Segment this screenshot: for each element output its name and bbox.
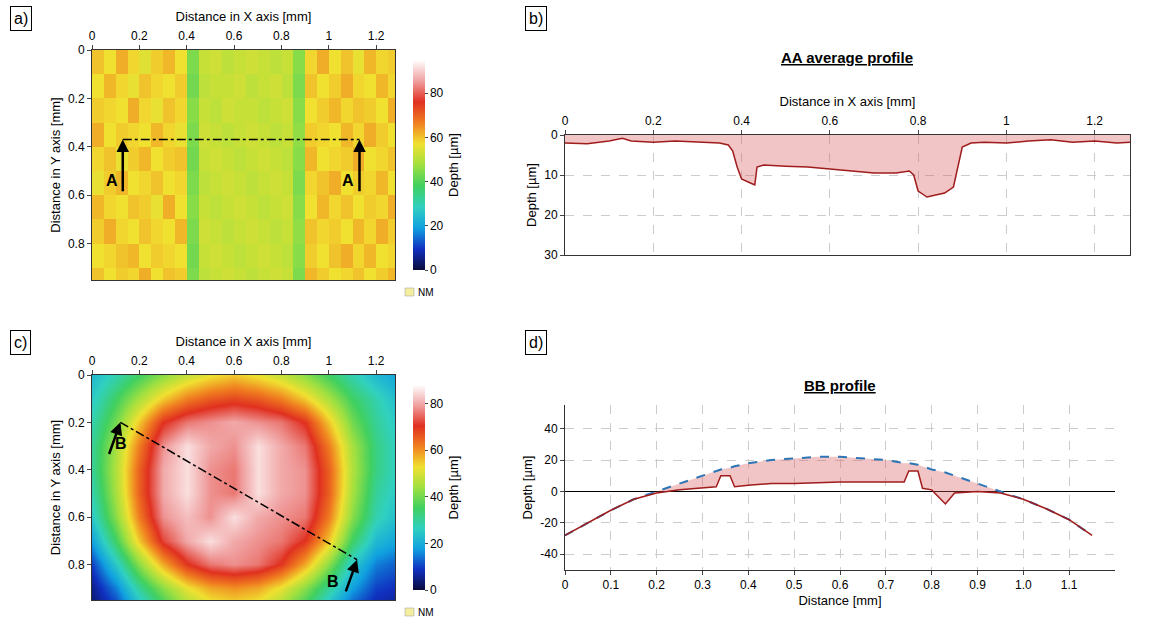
svg-text:0.8: 0.8 — [273, 29, 290, 43]
svg-text:0.6: 0.6 — [68, 510, 85, 524]
svg-text:0.2: 0.2 — [648, 578, 665, 592]
svg-text:40: 40 — [430, 175, 444, 189]
svg-text:0.8: 0.8 — [923, 578, 940, 592]
svg-text:1.0: 1.0 — [1015, 578, 1032, 592]
svg-text:c): c) — [14, 334, 27, 351]
svg-text:0.6: 0.6 — [832, 578, 849, 592]
svg-text:0.1: 0.1 — [602, 578, 619, 592]
svg-text:0: 0 — [430, 583, 437, 597]
svg-text:40: 40 — [544, 422, 558, 436]
svg-text:0.6: 0.6 — [226, 29, 243, 43]
svg-text:0: 0 — [430, 263, 437, 277]
svg-text:1.2: 1.2 — [368, 354, 385, 368]
svg-text:60: 60 — [430, 131, 444, 145]
svg-text:1: 1 — [1003, 114, 1010, 128]
svg-text:0.8: 0.8 — [273, 354, 290, 368]
svg-text:0: 0 — [562, 578, 569, 592]
svg-text:40: 40 — [430, 490, 444, 504]
svg-text:d): d) — [529, 334, 543, 351]
svg-text:-20: -20 — [540, 516, 558, 530]
svg-text:0.4: 0.4 — [178, 354, 195, 368]
svg-text:0.2: 0.2 — [68, 92, 85, 106]
svg-text:0.6: 0.6 — [821, 114, 838, 128]
svg-text:Depth [µm]: Depth [µm] — [520, 456, 535, 520]
svg-text:BB profile: BB profile — [804, 377, 876, 394]
svg-text:80: 80 — [430, 86, 444, 100]
svg-text:0.8: 0.8 — [68, 237, 85, 251]
svg-text:0.2: 0.2 — [645, 114, 662, 128]
svg-text:B: B — [115, 435, 127, 452]
svg-text:A: A — [106, 172, 118, 189]
svg-text:0.2: 0.2 — [68, 416, 85, 430]
svg-text:80: 80 — [430, 397, 444, 411]
svg-text:0.8: 0.8 — [68, 558, 85, 572]
svg-text:Distance [mm]: Distance [mm] — [798, 593, 881, 608]
svg-text:a): a) — [14, 10, 28, 27]
svg-text:30: 30 — [544, 248, 558, 262]
svg-text:0.8: 0.8 — [910, 114, 927, 128]
svg-text:0.4: 0.4 — [740, 578, 757, 592]
svg-text:NM: NM — [418, 287, 434, 298]
svg-text:Distance in Y axis [mm]: Distance in Y axis [mm] — [48, 420, 63, 555]
svg-text:0.6: 0.6 — [68, 188, 85, 202]
svg-text:-40: -40 — [540, 547, 558, 561]
svg-text:10: 10 — [544, 168, 558, 182]
svg-text:0.2: 0.2 — [131, 29, 148, 43]
svg-text:Depth [µm]: Depth [µm] — [524, 163, 539, 227]
svg-text:0.2: 0.2 — [131, 354, 148, 368]
svg-text:0.4: 0.4 — [68, 463, 85, 477]
svg-text:Depth [µm]: Depth [µm] — [446, 133, 461, 197]
svg-text:A: A — [342, 172, 354, 189]
svg-text:0: 0 — [89, 29, 96, 43]
svg-text:0.3: 0.3 — [694, 578, 711, 592]
svg-text:0.4: 0.4 — [68, 140, 85, 154]
svg-text:1.2: 1.2 — [1086, 114, 1103, 128]
svg-text:20: 20 — [544, 208, 558, 222]
svg-text:AA average profile: AA average profile — [781, 49, 913, 66]
svg-text:0: 0 — [89, 354, 96, 368]
svg-text:1: 1 — [325, 29, 332, 43]
svg-text:0: 0 — [78, 368, 85, 382]
svg-text:Distance in X axis [mm]: Distance in X axis [mm] — [176, 9, 312, 24]
svg-text:NM: NM — [418, 607, 434, 618]
svg-text:0.9: 0.9 — [969, 578, 986, 592]
svg-text:Depth [µm]: Depth [µm] — [446, 456, 461, 520]
svg-text:0.4: 0.4 — [178, 29, 195, 43]
svg-text:1.2: 1.2 — [368, 29, 385, 43]
svg-text:60: 60 — [430, 443, 444, 457]
svg-text:Distance in Y axis [mm]: Distance in Y axis [mm] — [48, 97, 63, 232]
svg-text:B: B — [327, 573, 339, 590]
svg-text:0.6: 0.6 — [226, 354, 243, 368]
svg-text:0.4: 0.4 — [733, 114, 750, 128]
svg-text:b): b) — [529, 10, 543, 27]
svg-text:0: 0 — [562, 114, 569, 128]
svg-text:0: 0 — [551, 128, 558, 142]
svg-text:20: 20 — [430, 219, 444, 233]
svg-text:Distance in X axis [mm]: Distance in X axis [mm] — [176, 334, 312, 349]
svg-text:1: 1 — [325, 354, 332, 368]
svg-text:0: 0 — [551, 485, 558, 499]
svg-text:0.5: 0.5 — [786, 578, 803, 592]
svg-text:0: 0 — [78, 43, 85, 57]
svg-text:1.1: 1.1 — [1061, 578, 1078, 592]
svg-text:20: 20 — [430, 537, 444, 551]
svg-text:Distance in X axis [mm]: Distance in X axis [mm] — [780, 94, 916, 109]
svg-text:0.7: 0.7 — [877, 578, 894, 592]
svg-text:20: 20 — [544, 453, 558, 467]
